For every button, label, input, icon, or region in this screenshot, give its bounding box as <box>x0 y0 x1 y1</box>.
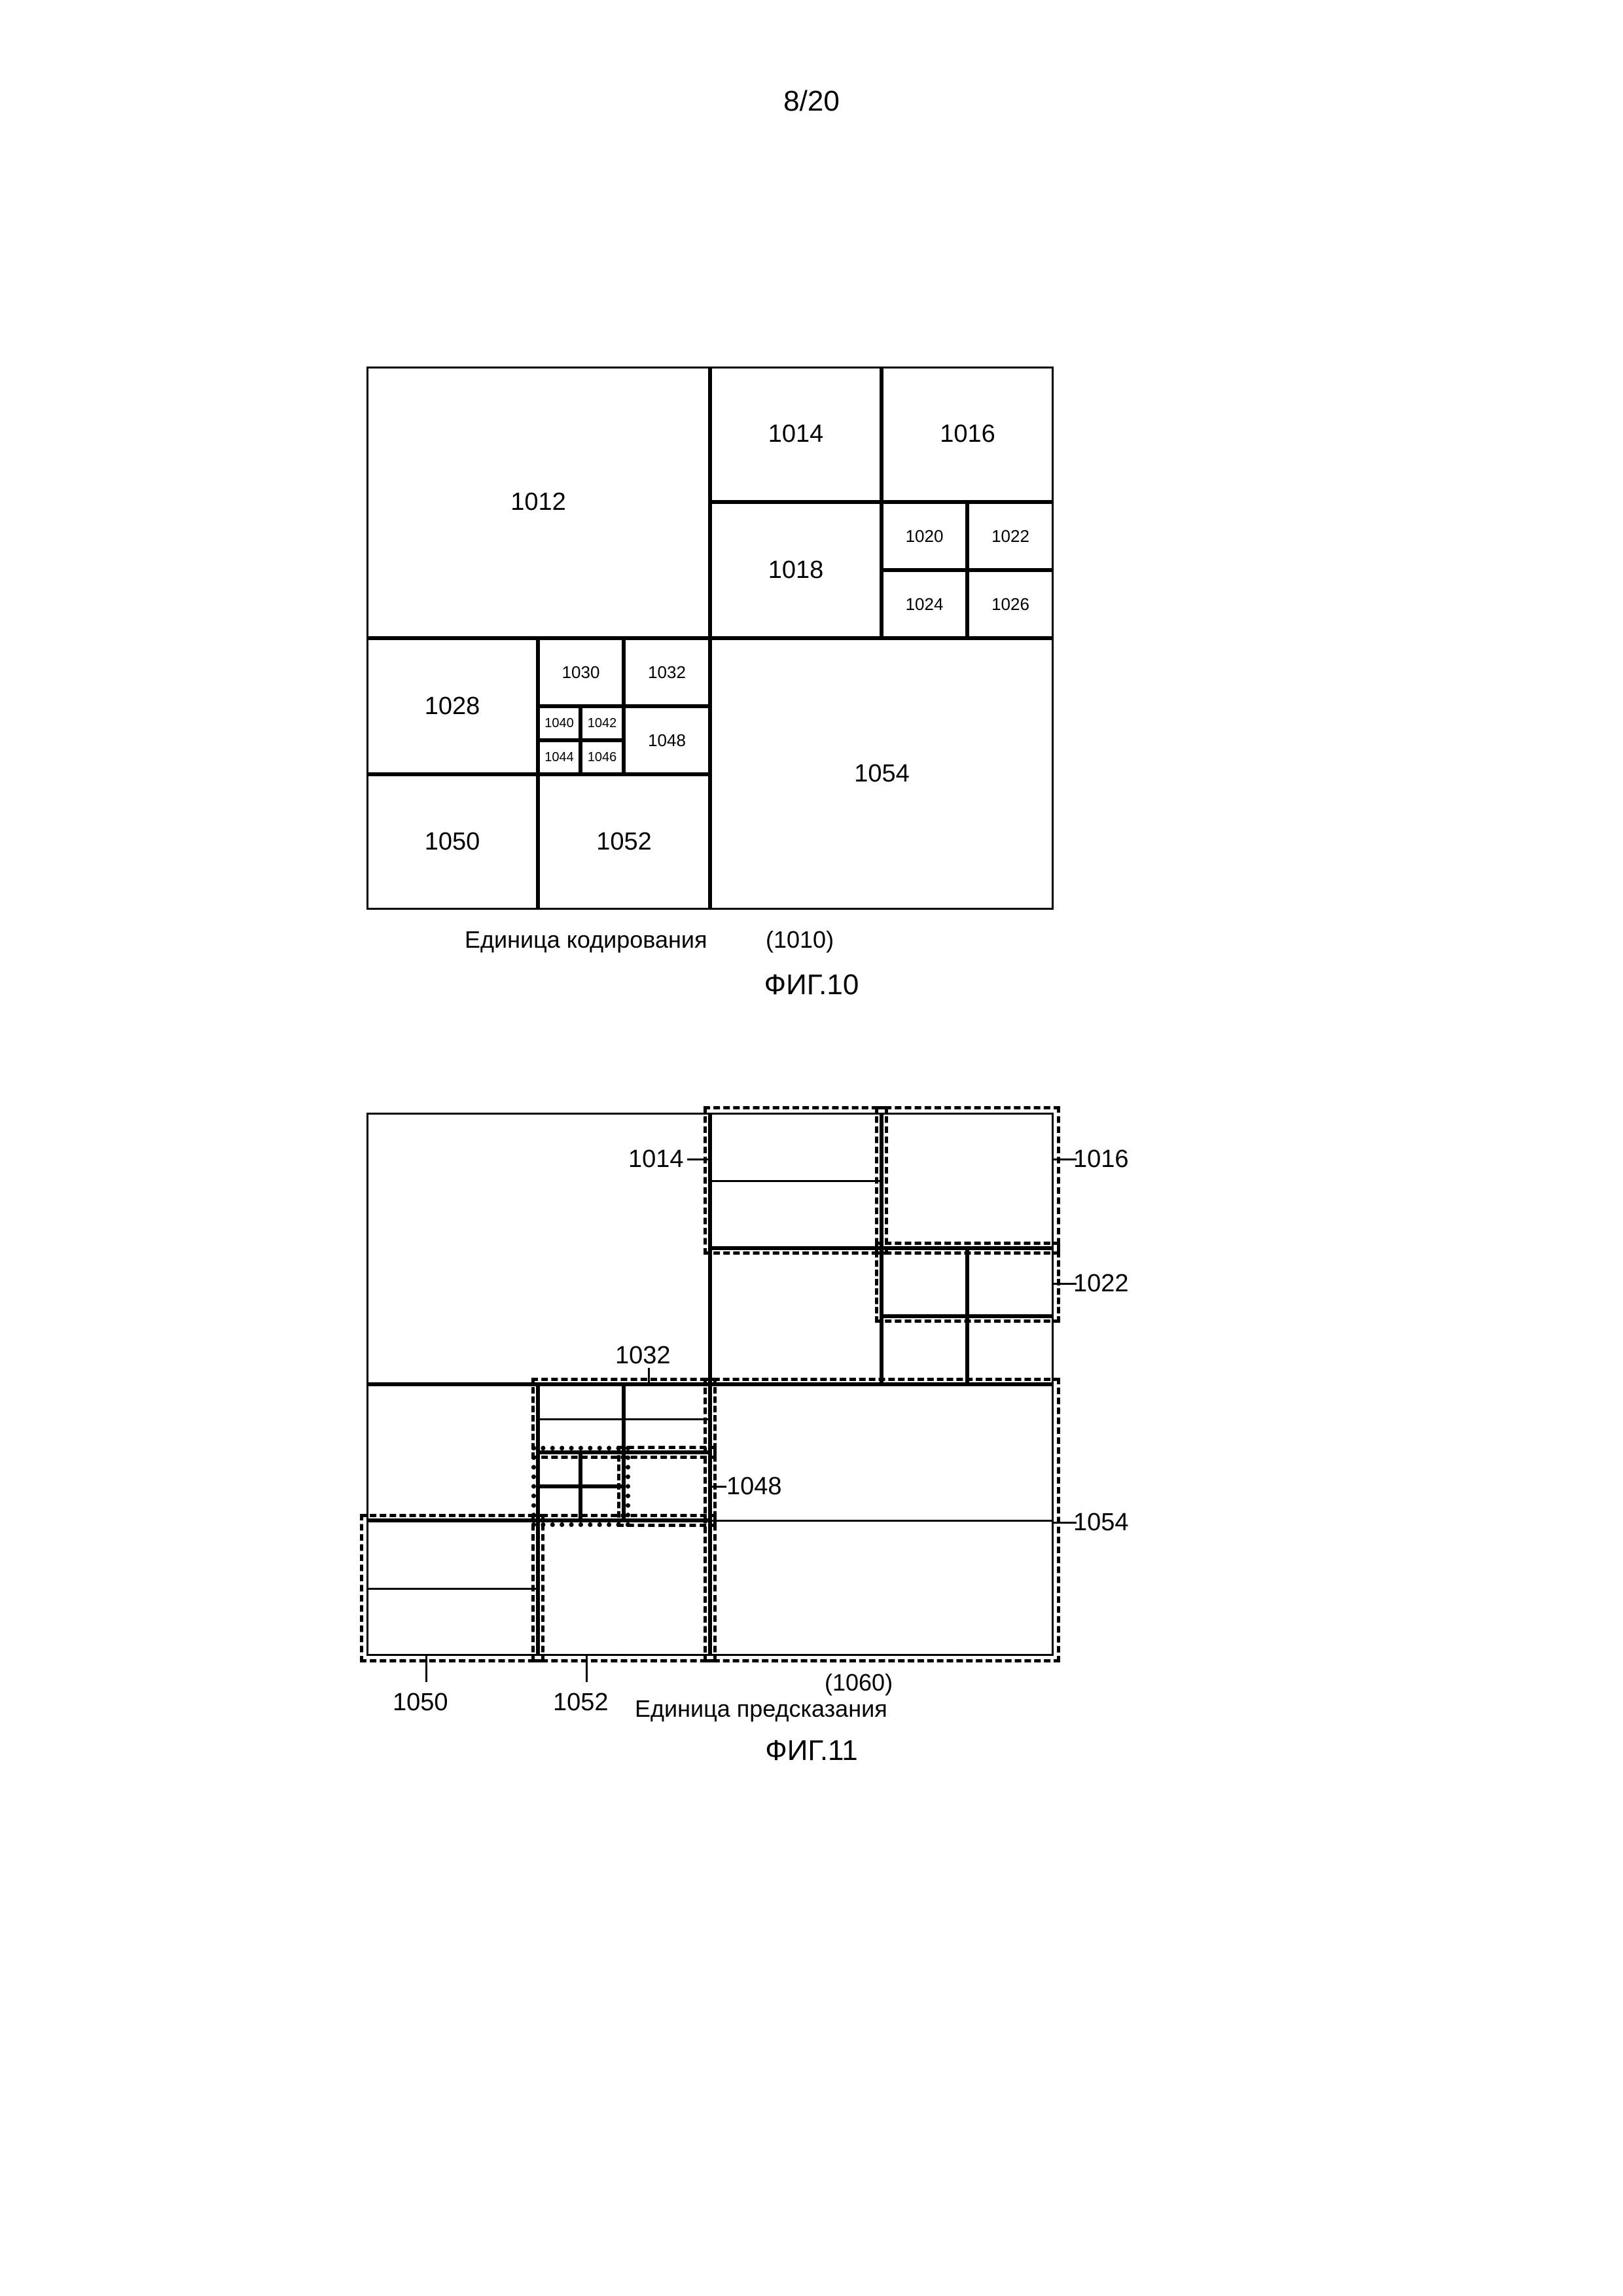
fig11-block-12 <box>580 1452 624 1486</box>
fig11-callout-1022: 1022 <box>1073 1270 1129 1298</box>
fig11-block-3 <box>710 1248 882 1384</box>
fig11-block-8 <box>366 1384 538 1520</box>
fig11-innerline-8 <box>366 1588 538 1590</box>
fig11-callout-1014: 1014 <box>628 1145 684 1174</box>
fig11-innerline-0 <box>710 1180 882 1182</box>
fig11-caption-ref: (1060) <box>825 1669 893 1696</box>
fig11-innerline-5 <box>538 1418 710 1420</box>
fig11-caption-text: Единица предсказания <box>635 1695 887 1723</box>
fig11-block-15 <box>624 1452 710 1520</box>
fig11-innerline-7 <box>538 1486 624 1488</box>
fig10-block-1024: 1024 <box>882 570 967 638</box>
fig10-block-1032: 1032 <box>624 638 710 706</box>
fig11-leader-1050-0 <box>425 1656 427 1682</box>
fig11-callout-1050: 1050 <box>393 1689 448 1717</box>
fig11-callout-1048: 1048 <box>726 1473 782 1501</box>
fig11-leader-1014-0 <box>687 1158 710 1160</box>
fig11-block-7 <box>967 1316 1054 1384</box>
fig11-innerline-9 <box>710 1520 1054 1522</box>
fig10-block-1012: 1012 <box>366 367 710 638</box>
fig11-leader-1032-0 <box>648 1368 650 1384</box>
fig10-block-1016: 1016 <box>882 367 1054 502</box>
fig11-block-6 <box>882 1316 967 1384</box>
fig11-innerline-1 <box>882 1113 883 1248</box>
fig11-leader-1048-0 <box>710 1486 726 1488</box>
fig11-block-14 <box>580 1486 624 1520</box>
fig10-block-1028: 1028 <box>366 638 538 774</box>
fig11-block-11 <box>538 1452 580 1486</box>
fig10-block-1040: 1040 <box>538 706 580 740</box>
fig11-label: ФИГ.11 <box>0 1734 1623 1767</box>
fig10-block-1042: 1042 <box>580 706 624 740</box>
fig10-block-1054: 1054 <box>710 638 1054 910</box>
fig11-block-13 <box>538 1486 580 1520</box>
fig10-label: ФИГ.10 <box>0 969 1623 1001</box>
fig11-leader-1022-0 <box>1054 1283 1077 1285</box>
page-number: 8/20 <box>0 85 1623 118</box>
fig11-block-4 <box>882 1248 967 1316</box>
fig11-callout-1052: 1052 <box>553 1689 609 1717</box>
fig11-leader-1052-0 <box>586 1656 588 1682</box>
fig10-block-1044: 1044 <box>538 740 580 774</box>
fig11-innerline-3 <box>967 1248 969 1316</box>
fig10-block-1018: 1018 <box>710 502 882 638</box>
fig11-block-5 <box>967 1248 1054 1316</box>
fig11-block-2 <box>882 1113 1054 1248</box>
fig10-block-1048: 1048 <box>624 706 710 774</box>
fig11-block-17 <box>538 1520 710 1656</box>
fig10-block-1014: 1014 <box>710 367 882 502</box>
fig11-callout-1054: 1054 <box>1073 1509 1129 1537</box>
fig10-block-1030: 1030 <box>538 638 624 706</box>
fig10-block-1022: 1022 <box>967 502 1054 570</box>
fig11-leader-1016-0 <box>1054 1158 1077 1160</box>
fig10-block-1050: 1050 <box>366 774 538 910</box>
fig11-callout-1032: 1032 <box>615 1342 671 1370</box>
fig11-callout-1016: 1016 <box>1073 1145 1129 1174</box>
fig11-leader-1054-0 <box>1054 1522 1077 1524</box>
fig10-block-1052: 1052 <box>538 774 710 910</box>
fig10-block-1046: 1046 <box>580 740 624 774</box>
fig10-block-1026: 1026 <box>967 570 1054 638</box>
fig10-block-1020: 1020 <box>882 502 967 570</box>
fig10-caption-ref: (1010) <box>766 926 834 954</box>
fig10-caption-text: Единица кодирования <box>465 926 707 954</box>
